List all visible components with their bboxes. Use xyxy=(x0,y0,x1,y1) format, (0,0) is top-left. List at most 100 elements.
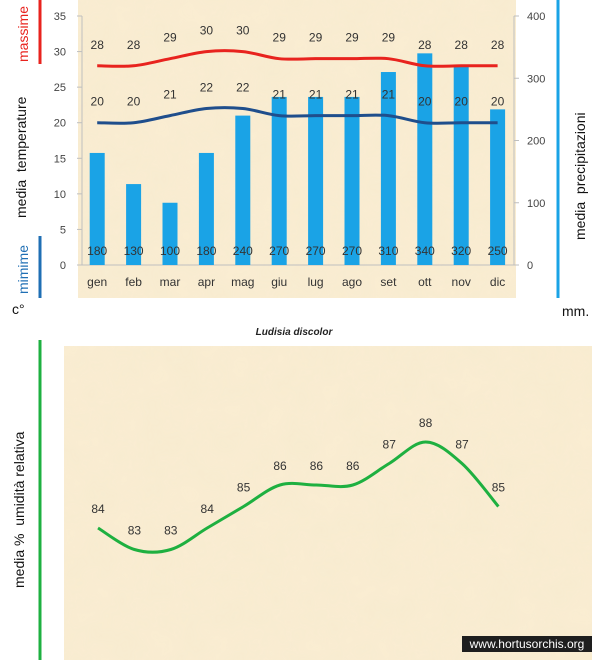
left-tick-label: 35 xyxy=(54,11,66,23)
left-axis-title: media temperature xyxy=(13,96,29,218)
month-label-mag: mag xyxy=(231,275,254,289)
humidity-value-label: 85 xyxy=(237,481,251,495)
max-temperature-line-value-label: 30 xyxy=(200,24,214,38)
right-axis-title: media precipitazioni xyxy=(572,112,588,240)
precip-value-label: 130 xyxy=(124,244,144,258)
massime-legend-label: massime xyxy=(15,6,31,62)
precip-value-label: 270 xyxy=(306,244,326,258)
precip-bar-ott xyxy=(417,53,433,265)
min-temperature-line-value-label: 20 xyxy=(127,95,141,109)
right-tick-label: 400 xyxy=(527,11,545,23)
month-label-ott: ott xyxy=(418,275,432,289)
max-temperature-line-value-label: 28 xyxy=(418,38,432,52)
precip-bar-mar xyxy=(162,202,178,265)
precip-bar-lug xyxy=(308,96,324,265)
left-tick-label: 30 xyxy=(54,47,66,59)
right-tick-label: 100 xyxy=(527,198,545,210)
precipitation-data-labels: 180 130 100 180 240 270 270 270 310 340 320 250 xyxy=(87,244,508,258)
month-label-giu: giu xyxy=(271,275,287,289)
left-tick-label: 10 xyxy=(54,189,66,201)
left-axis-unit: c° xyxy=(12,301,25,317)
species-caption: Ludisia discolor xyxy=(256,327,334,338)
precip-value-label: 270 xyxy=(269,244,289,258)
month-label-dic: dic xyxy=(490,275,505,289)
humidity-value-label: 87 xyxy=(383,438,397,452)
precip-bar-apr xyxy=(198,152,214,265)
precip-value-label: 180 xyxy=(196,244,216,258)
precip-bar-set xyxy=(380,72,396,266)
month-label-feb: feb xyxy=(125,275,142,289)
max-temperature-line-value-label: 30 xyxy=(236,24,250,38)
precip-value-label: 310 xyxy=(378,244,398,258)
min-temperature-line-value-label: 20 xyxy=(491,95,505,109)
humidity-value-label: 87 xyxy=(455,438,469,452)
temperature-data-labels: 28 28 29 30 30 29 29 29 29 28 28 28 20 20 21 22 22 21 21 21… xyxy=(91,24,505,109)
left-tick-label: 5 xyxy=(60,224,66,236)
humidity-value-label: 84 xyxy=(201,502,215,516)
precip-value-label: 320 xyxy=(451,244,471,258)
precipitation-bars xyxy=(89,53,506,266)
precip-bar-mag xyxy=(235,115,251,265)
left-tick-label: 0 xyxy=(60,260,66,272)
right-tick-label: 200 xyxy=(527,136,545,148)
right-tick-label: 0 xyxy=(527,260,533,272)
humidity-value-label: 86 xyxy=(273,459,287,473)
min-temperature-line-value-label: 21 xyxy=(163,88,177,102)
watermark: www.hortusorchis.org xyxy=(462,636,592,652)
min-temperature-line-value-label: 21 xyxy=(309,88,323,102)
max-temperature-line-value-label: 29 xyxy=(382,31,396,45)
left-tick-label: 25 xyxy=(54,82,66,94)
left-tick-label: 15 xyxy=(54,153,66,165)
max-temperature-line-value-label: 29 xyxy=(309,31,323,45)
min-temperature-line-value-label: 21 xyxy=(273,88,287,102)
humidity-value-label: 83 xyxy=(128,524,142,538)
humidity-value-label: 86 xyxy=(310,459,324,473)
min-temperature-line-value-label: 21 xyxy=(345,88,359,102)
humidity-value-label: 84 xyxy=(91,502,105,516)
humidity-axis-title: media % umidità relativa xyxy=(11,431,27,588)
month-label-mar: mar xyxy=(160,275,181,289)
precip-value-label: 250 xyxy=(488,244,508,258)
precip-value-label: 100 xyxy=(160,244,180,258)
right-tick-label: 300 xyxy=(527,73,545,85)
min-temperature-line-value-label: 20 xyxy=(418,95,432,109)
temperature-lines xyxy=(97,49,498,125)
right-axis-ticks: 0 100 200 300 400 xyxy=(514,11,545,272)
month-label-nov: nov xyxy=(452,275,471,289)
min-temperature-line-value-label: 21 xyxy=(382,88,396,102)
min-temperature-line-value-label: 20 xyxy=(91,95,105,109)
month-label-set: set xyxy=(380,275,397,289)
max-temperature-line xyxy=(97,49,498,68)
min-temperature-line xyxy=(97,106,498,125)
right-axis-unit: mm. xyxy=(562,303,589,319)
precip-bar-giu xyxy=(271,96,287,265)
month-label-gen: gen xyxy=(87,275,107,289)
precip-value-label: 240 xyxy=(233,244,253,258)
humidity-series-line xyxy=(97,440,500,554)
month-label-ago: ago xyxy=(342,275,362,289)
precip-bar-dic xyxy=(490,109,506,265)
max-temperature-line-value-label: 28 xyxy=(91,38,105,52)
month-label-lug: lug xyxy=(308,275,324,289)
precip-bar-gen xyxy=(89,152,105,265)
month-label-apr: apr xyxy=(198,275,215,289)
humidity-value-label: 88 xyxy=(419,416,433,430)
max-temperature-line-value-label: 29 xyxy=(163,31,177,45)
humidity-value-label: 83 xyxy=(164,524,178,538)
month-labels: gen feb mar apr mag giu lug ago set ott nov dic xyxy=(87,275,505,289)
mimime-legend-label: mimime xyxy=(15,245,31,294)
chart-top-texture xyxy=(78,0,516,298)
max-temperature-line-value-label: 28 xyxy=(127,38,141,52)
precip-value-label: 180 xyxy=(87,244,107,258)
climate-chart: massime mimime media temperature c° medi… xyxy=(12,0,589,319)
chart-bottom-texture xyxy=(64,346,592,660)
left-axis-ticks: 0 5 10 15 20 25 30 35 xyxy=(54,11,82,272)
precip-value-label: 340 xyxy=(415,244,435,258)
precip-bar-nov xyxy=(453,65,469,265)
precip-value-label: 270 xyxy=(342,244,362,258)
humidity-value-label: 85 xyxy=(492,481,506,495)
precip-bar-ago xyxy=(344,96,360,265)
humidity-value-label: 86 xyxy=(346,459,360,473)
max-temperature-line-value-label: 29 xyxy=(345,31,359,45)
